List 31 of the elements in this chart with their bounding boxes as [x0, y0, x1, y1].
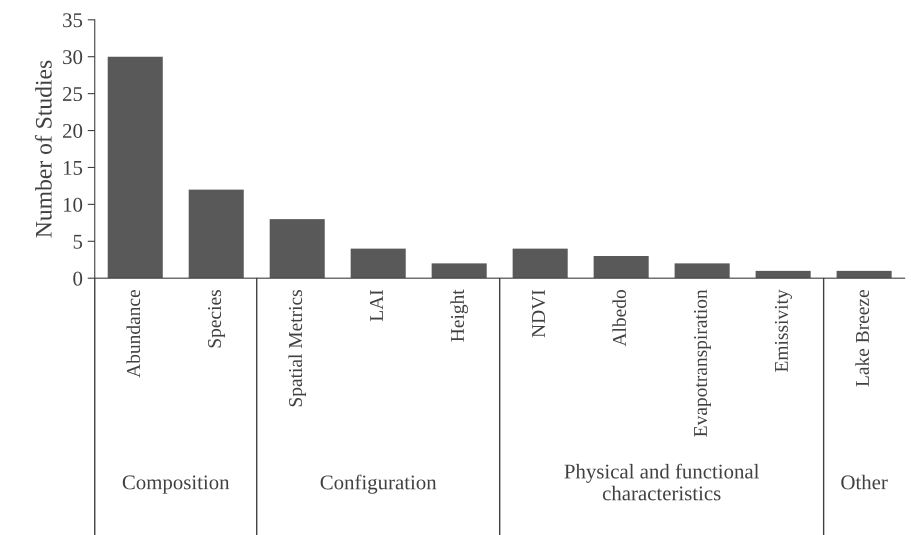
- x-tick-label: Abundance: [126, 290, 140, 378]
- bar: [108, 56, 163, 278]
- text: Configuration: [320, 474, 436, 494]
- y-tick-label: 20: [63, 124, 82, 138]
- bar: [674, 263, 730, 278]
- bar: [432, 263, 487, 278]
- y-tick-label: 0: [73, 272, 82, 286]
- y-tick-label: 35: [63, 13, 82, 28]
- y-axis-title: Number of Studies: [34, 60, 52, 238]
- y-tick-label: 5: [74, 234, 82, 249]
- bar: [350, 248, 406, 278]
- bar: [512, 248, 568, 278]
- bar: [188, 190, 244, 278]
- y-tick-label: 30: [63, 50, 82, 64]
- x-tick-label: Height: [450, 289, 468, 342]
- x-tick-label: Species: [208, 290, 226, 348]
- x-tick-label: Albedo: [612, 290, 626, 346]
- y-tick-label: 10: [64, 198, 82, 212]
- x-tick-label: Evapotranspiration: [694, 290, 711, 437]
- x-tick-label: Spatial Metrics: [288, 290, 306, 406]
- y-tick-label: 25: [63, 87, 82, 102]
- text: Other: [841, 474, 888, 490]
- bar: [594, 256, 649, 278]
- x-tick-label: Emissivity: [774, 289, 792, 372]
- text: Physical and functional characteristics: [564, 464, 760, 500]
- x-tick-label: Lake Breeze: [855, 290, 869, 386]
- x-tick-label: NDVI: [532, 290, 546, 338]
- text: Composition: [122, 475, 230, 494]
- bar: [270, 219, 325, 278]
- x-tick-label: LAI: [370, 290, 383, 322]
- y-tick-label: 15: [64, 160, 82, 175]
